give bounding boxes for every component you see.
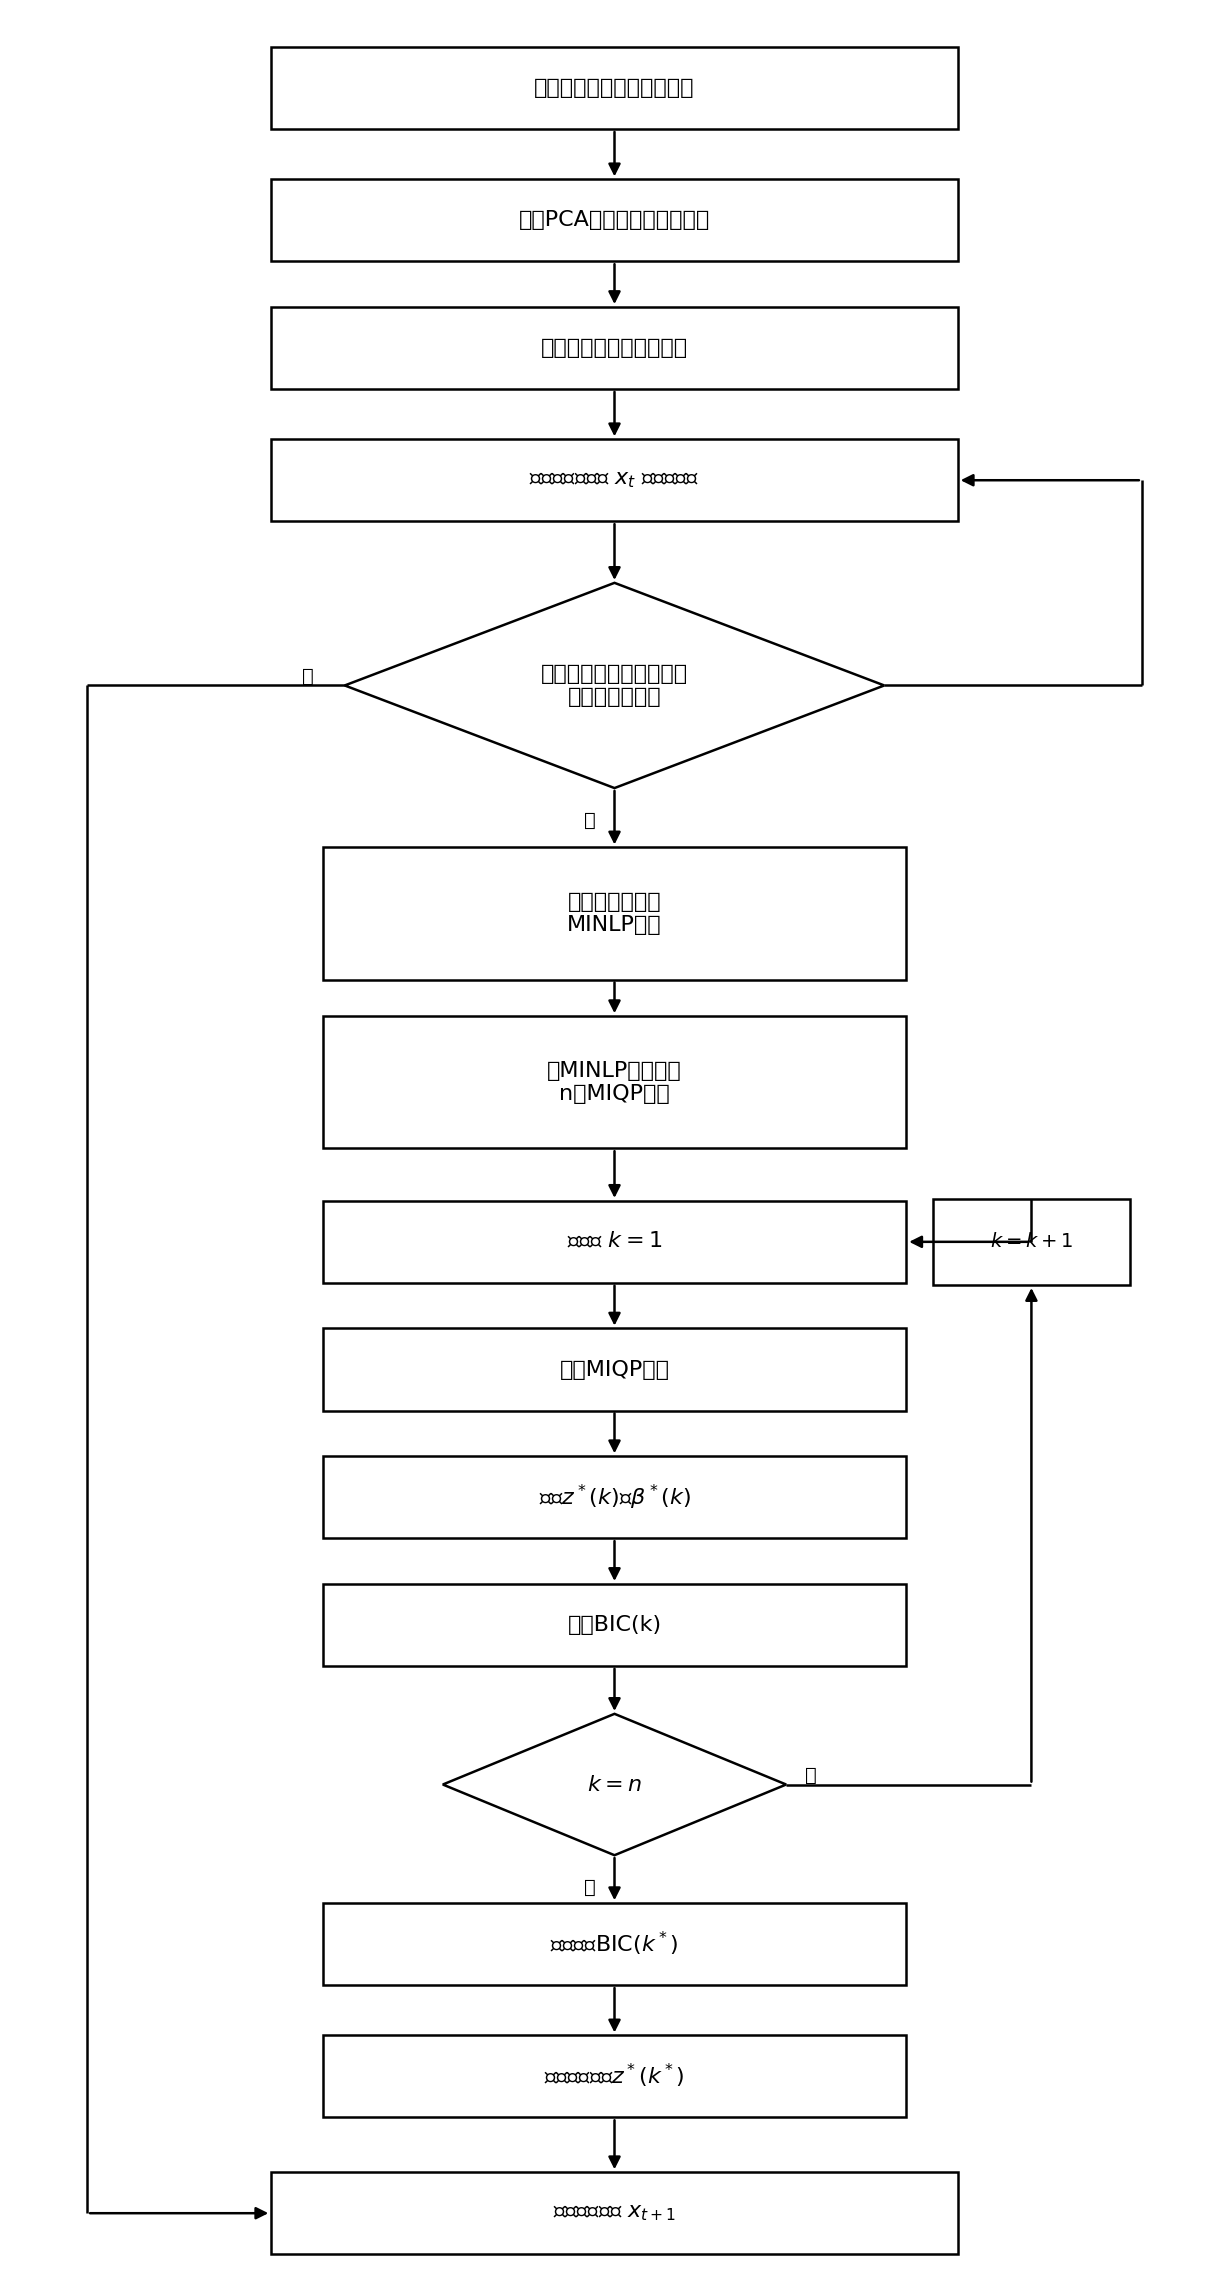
Text: 获得最小BIC$(k^*)$: 获得最小BIC$(k^*)$ [551,1929,678,1959]
Text: 进行PCA分解，建立监测模型: 进行PCA分解，建立监测模型 [519,210,710,231]
Text: 否: 否 [805,1767,816,1785]
Text: 下一时刻样本 $x_{t+1}$: 下一时刻样本 $x_{t+1}$ [553,2203,676,2224]
Bar [272,48,957,130]
Text: 计算BIC(k): 计算BIC(k) [568,1614,661,1635]
Text: 计算监测统计量与控制限
比较看是否超限: 计算监测统计量与控制限 比较看是否超限 [541,664,688,708]
Text: 将重构任务变为
MINLP问题: 将重构任务变为 MINLP问题 [568,893,661,936]
Text: 采集正常数据并进行预处理: 采集正常数据并进行预处理 [535,78,694,98]
Text: 求解MIQP问题: 求解MIQP问题 [559,1358,670,1379]
Bar [323,1457,906,1539]
Bar [272,438,957,521]
Bar [323,1584,906,1667]
Text: 是: 是 [584,1879,596,1897]
Bar [323,1201,906,1283]
Text: 将MINLP问题变为
n个MIQP问题: 将MINLP问题变为 n个MIQP问题 [547,1062,682,1103]
Bar [323,1016,906,1148]
Bar [272,180,957,260]
Polygon shape [442,1715,787,1856]
Bar [323,1329,906,1411]
Bar [933,1199,1129,1285]
Text: 确定故障变量$z^*(k^*)$: 确定故障变量$z^*(k^*)$ [544,2062,685,2091]
Bar [272,306,957,388]
Text: 确定$z^*(k)$和$\beta^*(k)$: 确定$z^*(k)$和$\beta^*(k)$ [538,1482,691,1511]
Text: 初始化 $k = 1$: 初始化 $k = 1$ [567,1233,662,1251]
Bar [323,847,906,979]
Text: 否: 否 [302,667,315,685]
Text: 将当前观测样本 $x_t$ 进行预处理: 将当前观测样本 $x_t$ 进行预处理 [530,470,699,491]
Bar [323,2036,906,2116]
Bar [323,1904,906,1986]
Text: $k = n$: $k = n$ [587,1774,642,1794]
Text: $k = k+1$: $k = k+1$ [989,1233,1073,1251]
Text: 计算监测统计量和控制限: 计算监测统计量和控制限 [541,338,688,358]
Polygon shape [344,582,885,788]
Bar [272,2171,957,2253]
Text: 是: 是 [584,810,596,829]
